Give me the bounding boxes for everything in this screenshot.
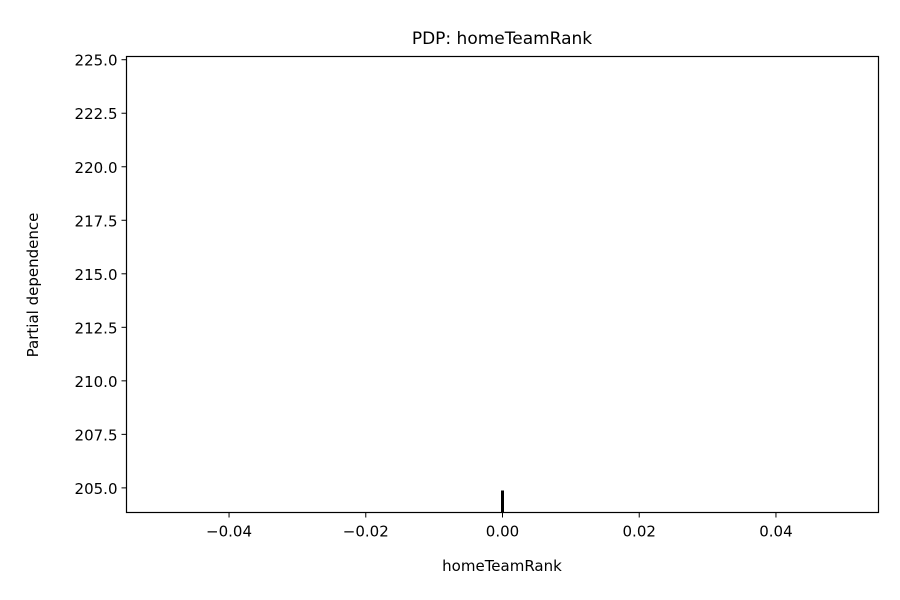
- x-tick-label: 0.04: [759, 523, 792, 541]
- y-tick-label: 212.5: [75, 319, 118, 337]
- y-tick-label: 207.5: [75, 426, 118, 444]
- plot-area-frame: [125, 55, 880, 514]
- x-tick-label: −0.02: [343, 523, 389, 541]
- y-tick-label: 220.0: [75, 159, 118, 177]
- x-axis-label: homeTeamRank: [442, 557, 562, 575]
- y-tick-label: 205.0: [75, 480, 118, 498]
- y-axis-label: Partial dependence: [24, 213, 42, 358]
- y-tick-label: 222.5: [75, 105, 118, 123]
- y-tick-label: 210.0: [75, 373, 118, 391]
- x-tick-label: −0.04: [206, 523, 252, 541]
- x-tick-label: 0.00: [486, 523, 519, 541]
- x-tick-label: 0.02: [623, 523, 656, 541]
- chart-title: PDP: homeTeamRank: [412, 29, 592, 49]
- y-axis: 205.0 207.5 210.0 212.5 215.0 217.5 220.0 222.5…: [75, 52, 127, 498]
- y-tick-label: 225.0: [75, 52, 118, 70]
- y-tick-label: 215.0: [75, 266, 118, 284]
- x-axis: −0.04 −0.02 0.00 0.02 0.04: [206, 512, 793, 541]
- y-tick-label: 217.5: [75, 212, 118, 230]
